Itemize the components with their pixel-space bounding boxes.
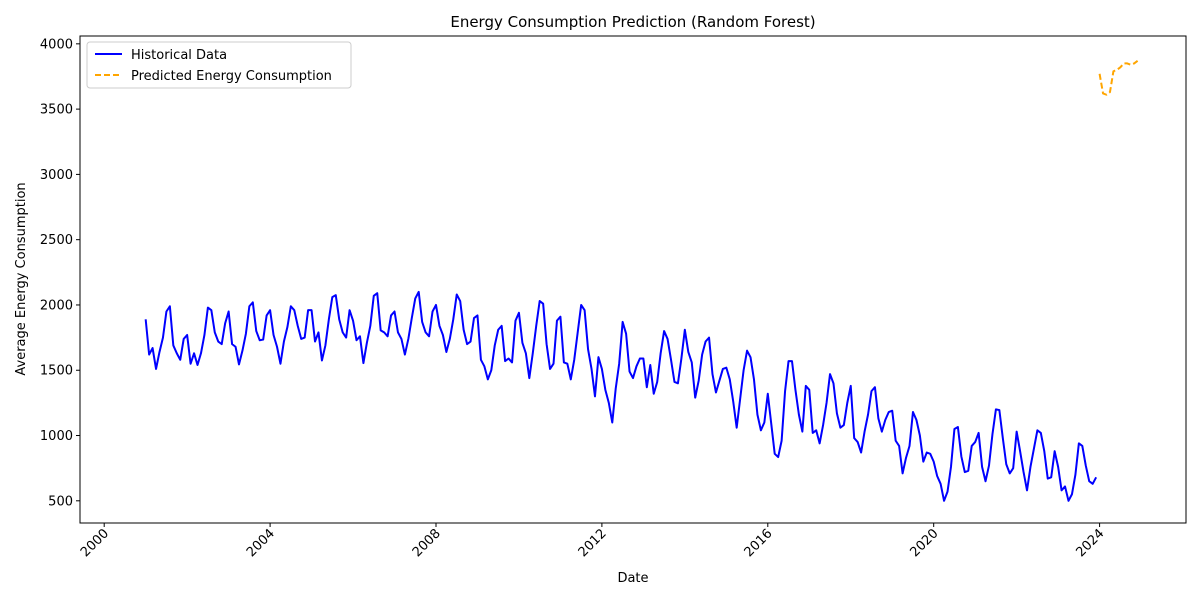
y-axis: 500 1000 1500 2000 2500 3000 3500 4000 (40, 37, 80, 509)
y-tick-label: 1000 (40, 429, 73, 444)
series-layer (144, 60, 1139, 502)
y-tick-label: 2000 (40, 298, 73, 313)
x-axis: 2000 2004 2008 2012 2016 2020 2024 (78, 523, 1107, 560)
y-tick-label: 500 (48, 494, 73, 509)
x-tick-label: 2016 (742, 526, 776, 560)
legend-label-predicted: Predicted Energy Consumption (131, 69, 332, 84)
y-tick-label: 3000 (40, 168, 73, 183)
plot-area-frame (79, 35, 1187, 524)
legend: Historical Data Predicted Energy Consump… (86, 41, 352, 89)
x-tick-label: 2012 (576, 526, 610, 560)
y-tick-label: 1500 (40, 364, 73, 379)
y-axis-title: Average Energy Consumption (14, 182, 29, 375)
x-axis-title: Date (617, 571, 648, 586)
y-tick-label: 3500 (40, 103, 73, 118)
legend-box (86, 41, 352, 89)
series-line-1 (1098, 60, 1139, 96)
x-tick-label: 2008 (410, 526, 444, 560)
series-line-0 (144, 290, 1098, 502)
y-tick-label: 2500 (40, 233, 73, 248)
x-tick-label: 2020 (908, 526, 942, 560)
y-tick-label: 4000 (40, 37, 73, 52)
legend-label-historical: Historical Data (131, 48, 227, 63)
x-tick-label: 2004 (244, 526, 278, 560)
chart-title: Energy Consumption Prediction (Random Fo… (450, 13, 815, 31)
x-tick-label: 2000 (78, 526, 112, 560)
x-tick-label: 2024 (1073, 526, 1107, 560)
